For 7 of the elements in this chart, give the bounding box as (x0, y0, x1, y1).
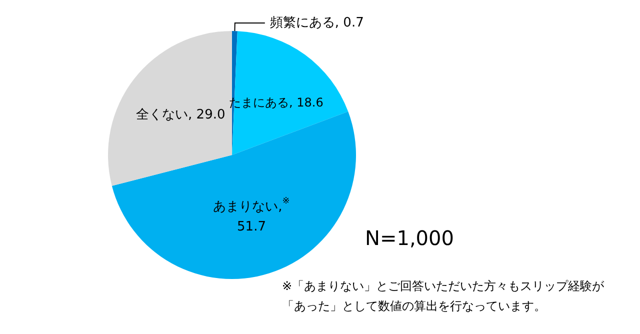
slice-label: 頻繁にある, 0.7 (270, 16, 364, 31)
text: N=1,000 (365, 226, 454, 250)
text: 「あった」として数値の算出を行なっています。 (282, 299, 546, 313)
slice-label: 全くない, 29.0 (136, 108, 226, 123)
data-label: 51.7 (237, 220, 266, 235)
slice-label: あまりない,※ (213, 196, 290, 215)
text: ※「あまりない」とご回答いただいた方々もスリップ経験が (282, 279, 606, 293)
